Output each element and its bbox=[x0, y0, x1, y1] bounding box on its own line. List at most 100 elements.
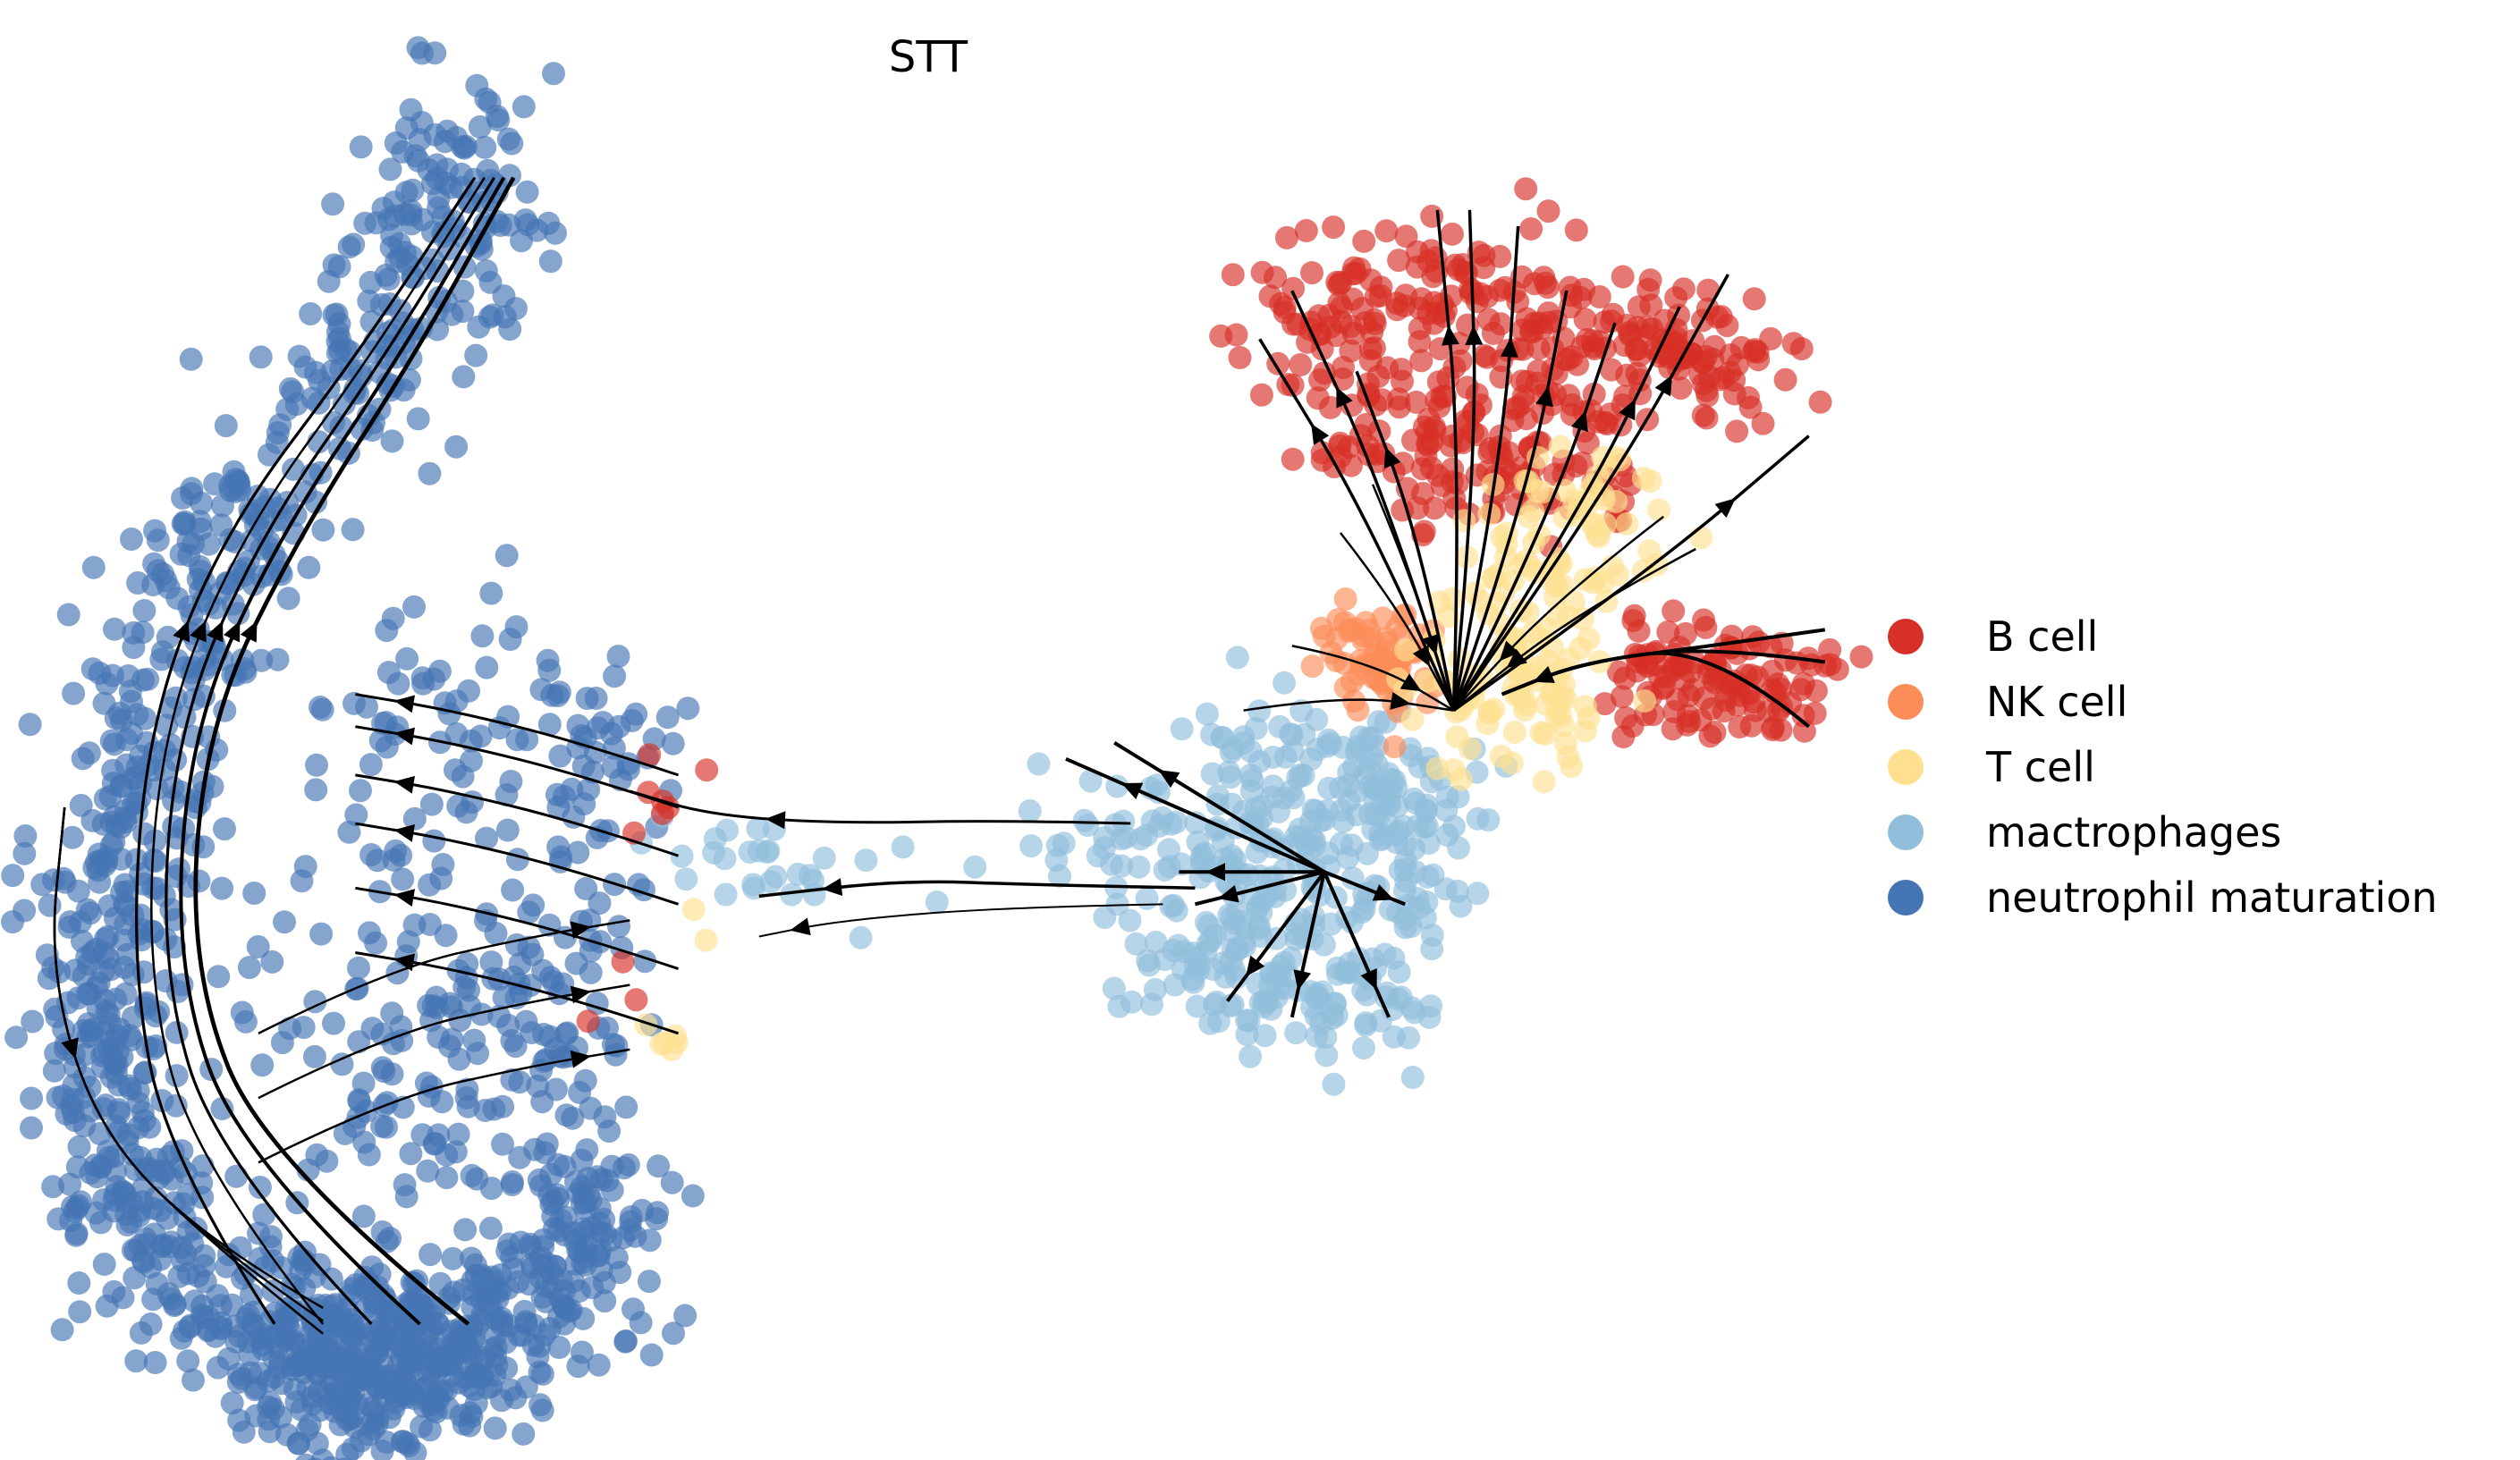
streamline-arrow-icon bbox=[570, 921, 592, 940]
point-neutrophil-maturation bbox=[580, 1276, 605, 1300]
streamline-arrow-icon bbox=[190, 620, 207, 643]
point-neutrophil-maturation bbox=[120, 527, 143, 551]
streamline bbox=[135, 176, 477, 1325]
point-b-cell bbox=[1281, 276, 1306, 300]
streamline bbox=[258, 1048, 630, 1164]
point-mactrophages bbox=[1143, 978, 1167, 1001]
point-t-cell bbox=[1523, 560, 1547, 584]
point-neutrophil-maturation bbox=[662, 1321, 685, 1346]
point-neutrophil-maturation bbox=[444, 435, 469, 459]
point-neutrophil-maturation bbox=[437, 1034, 461, 1059]
point-b-cell bbox=[1476, 308, 1501, 332]
streamline-arrow-icon bbox=[1158, 770, 1180, 789]
streamline-arrow-icon bbox=[1400, 673, 1422, 692]
point-neutrophil-maturation bbox=[647, 1154, 671, 1178]
point-mactrophages bbox=[1140, 809, 1164, 833]
point-neutrophil-maturation bbox=[132, 1109, 156, 1133]
point-neutrophil-maturation bbox=[498, 164, 521, 188]
point-mactrophages bbox=[1186, 830, 1210, 854]
point-neutrophil-maturation bbox=[491, 1094, 515, 1118]
point-b-cell bbox=[1281, 312, 1306, 336]
point-mactrophages bbox=[1205, 990, 1229, 1014]
point-mactrophages bbox=[1246, 972, 1270, 996]
point-b-cell bbox=[1804, 679, 1828, 703]
streamline bbox=[355, 725, 679, 809]
point-neutrophil-maturation bbox=[359, 310, 384, 333]
point-neutrophil-maturation bbox=[103, 805, 126, 829]
streamline-arrow-icon bbox=[61, 1037, 79, 1059]
point-neutrophil-maturation bbox=[89, 1211, 113, 1235]
point-neutrophil-maturation bbox=[62, 681, 86, 705]
point-b-cell bbox=[1510, 318, 1535, 342]
point-mactrophages bbox=[849, 925, 873, 949]
point-b-cell bbox=[1281, 447, 1305, 471]
point-mactrophages bbox=[1323, 992, 1347, 1016]
point-b-cell bbox=[1406, 496, 1430, 520]
point-neutrophil-maturation bbox=[571, 1191, 594, 1215]
streamline-arrow-icon bbox=[1390, 692, 1411, 710]
point-b-cell bbox=[1325, 270, 1349, 294]
legend-marker bbox=[1888, 619, 1924, 654]
point-b-cell bbox=[1224, 323, 1248, 347]
point-t-cell bbox=[1552, 672, 1576, 696]
point-neutrophil-maturation bbox=[96, 924, 120, 949]
point-b-cell bbox=[1440, 222, 1464, 246]
point-b-cell bbox=[1385, 298, 1409, 322]
point-b-cell bbox=[1600, 309, 1623, 333]
point-b-cell bbox=[1622, 603, 1646, 628]
point-b-cell bbox=[1671, 277, 1696, 301]
streamline bbox=[355, 886, 679, 971]
point-b-cell bbox=[1674, 621, 1697, 646]
legend-label: neutrophil maturation bbox=[1986, 873, 2438, 922]
point-b-cell bbox=[1465, 423, 1489, 447]
point-mactrophages bbox=[1127, 855, 1151, 879]
point-neutrophil-maturation bbox=[500, 1245, 523, 1270]
point-neutrophil-maturation bbox=[38, 893, 62, 917]
point-mactrophages bbox=[1322, 1072, 1346, 1096]
streamline bbox=[1451, 290, 1569, 712]
streamline bbox=[1451, 225, 1520, 711]
point-neutrophil-maturation bbox=[505, 848, 529, 872]
point-t-cell bbox=[1441, 587, 1465, 611]
point-mactrophages bbox=[1408, 755, 1432, 779]
point-neutrophil-maturation bbox=[141, 1287, 165, 1312]
streamline-arrow-icon bbox=[1535, 385, 1553, 408]
point-mactrophages bbox=[1157, 855, 1181, 879]
point-neutrophil-maturation bbox=[79, 1160, 103, 1185]
streamline bbox=[629, 789, 1131, 825]
point-b-cell bbox=[1612, 666, 1636, 690]
point-mactrophages bbox=[1018, 799, 1042, 823]
point-neutrophil-maturation bbox=[275, 1422, 299, 1447]
point-neutrophil-maturation bbox=[69, 793, 93, 817]
point-neutrophil-maturation bbox=[470, 624, 495, 648]
point-mactrophages bbox=[1363, 775, 1387, 799]
point-neutrophil-maturation bbox=[270, 1031, 294, 1055]
streamline-arrow-icon bbox=[1293, 969, 1311, 991]
velocity-streamlines bbox=[53, 176, 1826, 1335]
point-mactrophages bbox=[891, 835, 915, 859]
point-neutrophil-maturation bbox=[334, 1364, 359, 1388]
point-neutrophil-maturation bbox=[143, 519, 167, 543]
point-neutrophil-maturation bbox=[302, 1044, 326, 1068]
point-neutrophil-maturation bbox=[418, 873, 442, 897]
point-neutrophil-maturation bbox=[191, 588, 216, 612]
point-neutrophil-maturation bbox=[547, 680, 571, 705]
streamline bbox=[1258, 338, 1456, 712]
point-nk-cell bbox=[1319, 641, 1343, 665]
point-mactrophages bbox=[1354, 1013, 1378, 1037]
point-neutrophil-maturation bbox=[120, 722, 143, 745]
streamline bbox=[1451, 322, 1617, 712]
point-mactrophages bbox=[1352, 1036, 1375, 1060]
legend-item-neutrophil-maturation: neutrophil maturation bbox=[1888, 873, 2438, 922]
point-t-cell bbox=[1544, 574, 1569, 598]
streamline-arrow-icon bbox=[822, 878, 843, 897]
point-neutrophil-maturation bbox=[517, 900, 541, 924]
point-neutrophil-maturation bbox=[375, 1115, 398, 1139]
point-neutrophil-maturation bbox=[126, 1079, 150, 1103]
point-t-cell bbox=[1545, 695, 1569, 719]
point-neutrophil-maturation bbox=[495, 544, 519, 568]
point-b-cell bbox=[1625, 337, 1649, 361]
point-neutrophil-maturation bbox=[213, 817, 236, 841]
point-neutrophil-maturation bbox=[283, 1377, 307, 1401]
point-neutrophil-maturation bbox=[438, 992, 462, 1016]
